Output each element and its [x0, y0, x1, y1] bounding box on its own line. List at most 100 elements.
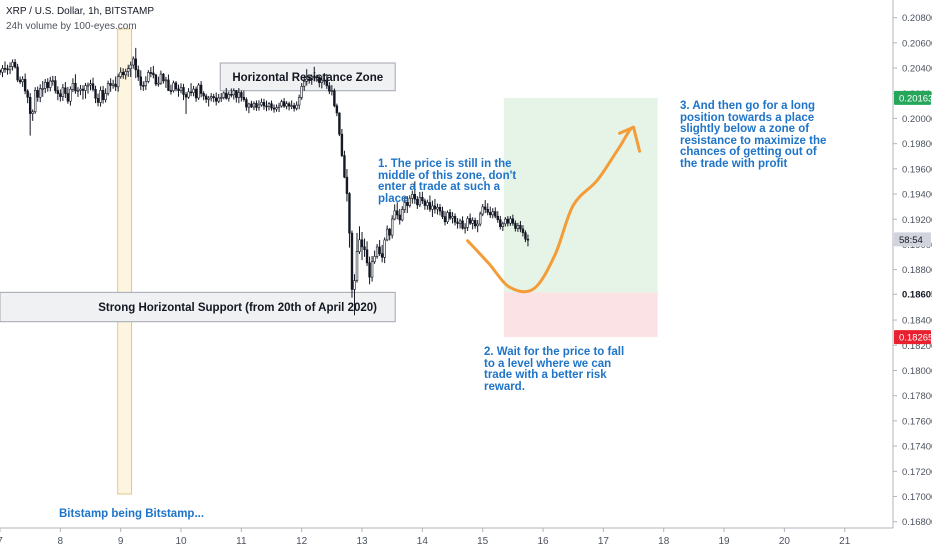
candle-body — [441, 210, 444, 217]
price-label-box — [894, 330, 931, 345]
candle-body — [235, 90, 238, 98]
candle-body — [137, 69, 140, 78]
x-tick-label: 9 — [118, 536, 124, 547]
drawing-layer — [0, 28, 658, 495]
y-tick-label: 0.16800 — [902, 517, 932, 528]
candle-body — [6, 68, 9, 71]
x-tick-label: 11 — [236, 536, 247, 547]
candle-body — [297, 97, 301, 106]
candle-body — [378, 246, 381, 254]
candle-body — [348, 193, 351, 234]
candle-body — [481, 206, 484, 215]
candle-body — [157, 82, 160, 85]
candle-body — [154, 74, 158, 85]
candle-body — [463, 227, 467, 229]
candle-body — [406, 202, 409, 206]
candle-body — [383, 239, 386, 258]
candle-body — [217, 97, 220, 102]
candle-body — [106, 83, 110, 94]
candle-body — [398, 214, 401, 221]
overlay-drawings: Horizontal Resistance Zone Strong Horizon… — [98, 72, 642, 314]
candle-body — [380, 253, 384, 258]
stop-zone[interactable] — [503, 292, 658, 338]
candle-body — [177, 88, 180, 92]
candle-body — [64, 87, 67, 94]
candle-body — [16, 66, 19, 81]
candle-body — [451, 216, 454, 219]
candle-body — [458, 220, 462, 224]
candle-body — [74, 82, 77, 92]
support-zone[interactable] — [0, 291, 396, 323]
candle-body — [0, 69, 2, 73]
candle-body — [506, 218, 510, 224]
candle-body — [360, 239, 364, 248]
candle-body — [227, 94, 230, 99]
candle-body — [280, 101, 283, 107]
candle-body — [116, 76, 120, 88]
candle-body — [147, 72, 150, 82]
candle-body — [456, 221, 459, 224]
candle-body — [26, 90, 29, 98]
candle-body — [330, 90, 334, 92]
candle-body — [509, 218, 512, 224]
candle-body — [174, 82, 178, 90]
candle-body — [496, 215, 499, 220]
candle-body — [526, 238, 530, 241]
candle-body — [287, 103, 291, 107]
candle-body — [501, 223, 505, 227]
candle-body — [486, 209, 489, 213]
candle-body — [71, 82, 75, 90]
candle-body — [443, 216, 447, 223]
candle-body — [182, 87, 185, 95]
candle-body — [446, 212, 449, 223]
candle-body — [194, 88, 198, 99]
candle-body — [96, 97, 100, 103]
price-label: 58:54 — [899, 235, 923, 246]
candle-body — [282, 101, 286, 107]
highlight-box[interactable] — [117, 28, 133, 495]
candle-body — [277, 105, 281, 108]
candle-body — [164, 79, 168, 82]
candle-body — [426, 202, 429, 206]
candle-body — [363, 246, 366, 251]
candle-body — [353, 280, 356, 290]
candle-body — [189, 91, 193, 94]
candle-body — [275, 107, 278, 110]
candle-body — [403, 202, 406, 210]
candle-body — [338, 112, 341, 135]
candle-body — [310, 76, 313, 80]
candle-body — [519, 225, 522, 230]
candle-body — [504, 218, 507, 225]
candle-body — [516, 225, 520, 229]
annotation-middle-zone: 1. The price is still in the middle of t… — [378, 158, 517, 205]
candle-body — [3, 67, 7, 70]
candle-body — [215, 97, 218, 102]
candle-body — [272, 107, 276, 110]
candle-body — [478, 213, 482, 225]
candle-body — [225, 92, 228, 99]
candle-body — [39, 88, 42, 98]
candle-body — [159, 73, 163, 84]
candle-body — [91, 83, 95, 90]
candle-body — [408, 197, 411, 206]
price-label: 0.18265 — [899, 333, 932, 344]
candle-body — [232, 90, 236, 96]
resistance-zone[interactable] — [219, 62, 396, 92]
candle-body — [139, 76, 142, 86]
candle-body — [162, 73, 165, 82]
x-tick-label: 19 — [718, 536, 730, 547]
candle-body — [436, 206, 439, 210]
candle-body — [11, 61, 14, 67]
candle-body — [212, 96, 215, 99]
candle-body — [423, 200, 427, 206]
projection-arrow[interactable] — [466, 125, 636, 294]
